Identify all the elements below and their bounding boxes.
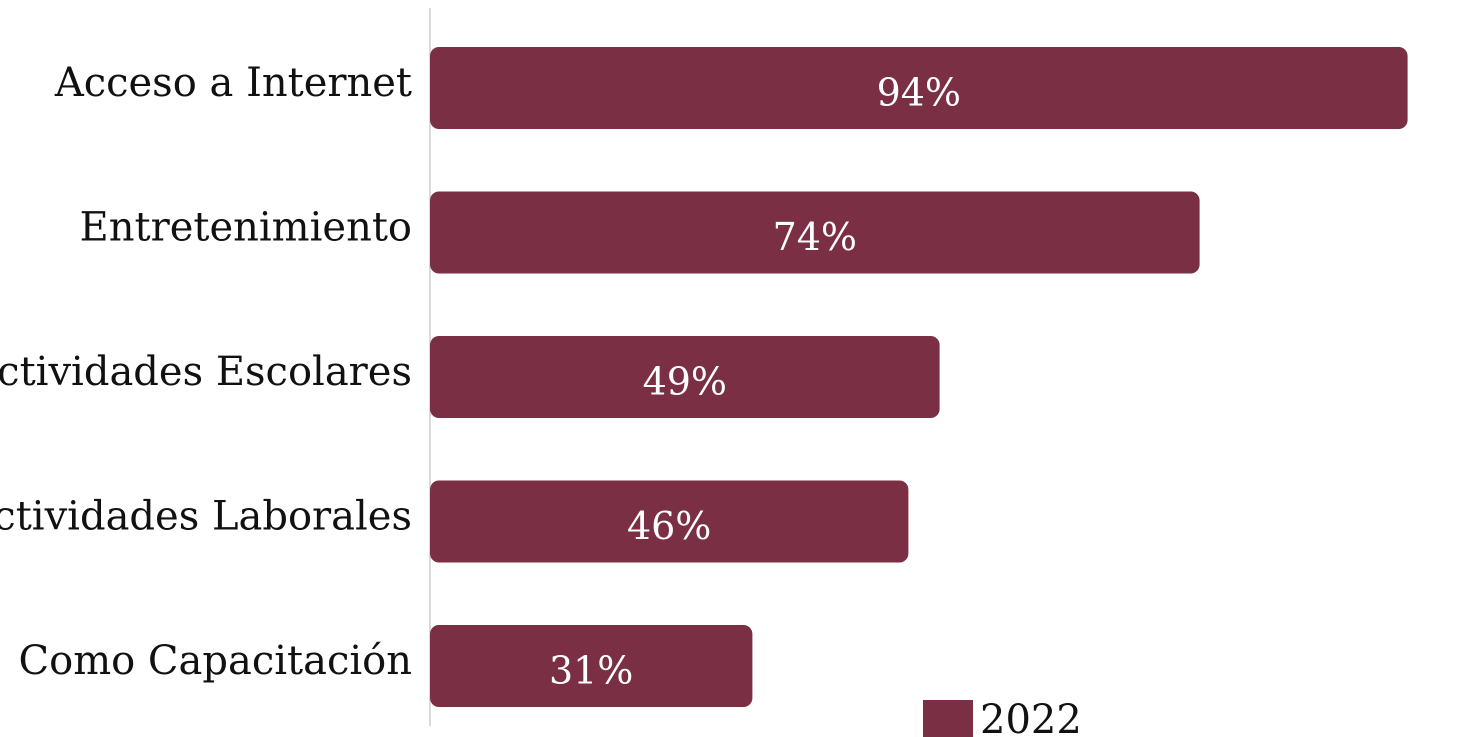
value-label-4: 31% bbox=[549, 649, 633, 693]
value-label-2: 49% bbox=[643, 360, 727, 404]
bar-1 bbox=[430, 191, 1200, 274]
legend-label-2022: 2022 bbox=[980, 697, 1082, 737]
bar-3 bbox=[430, 480, 909, 563]
category-labels: Acceso a Internet Entretenimiento Activida… bbox=[0, 60, 412, 684]
value-label-3: 46% bbox=[627, 504, 711, 548]
category-label-2: Actividades Escolares bbox=[0, 349, 412, 395]
category-label-4: Como Capacitación bbox=[19, 638, 412, 684]
value-labels: 94% 74% 49% 46% 31% bbox=[549, 71, 961, 693]
bar-2 bbox=[430, 336, 940, 418]
category-label-3: Actividades Laborales bbox=[0, 494, 412, 540]
value-label-0: 94% bbox=[877, 71, 961, 115]
bar-0 bbox=[430, 47, 1408, 129]
category-label-1: Entretenimiento bbox=[80, 205, 412, 251]
value-label-1: 74% bbox=[773, 215, 857, 259]
bars-layer bbox=[430, 47, 1408, 707]
legend: 2022 bbox=[923, 697, 1082, 737]
bar-4 bbox=[430, 625, 753, 707]
legend-swatch-2022 bbox=[923, 700, 973, 737]
category-label-0: Acceso a Internet bbox=[54, 60, 412, 106]
